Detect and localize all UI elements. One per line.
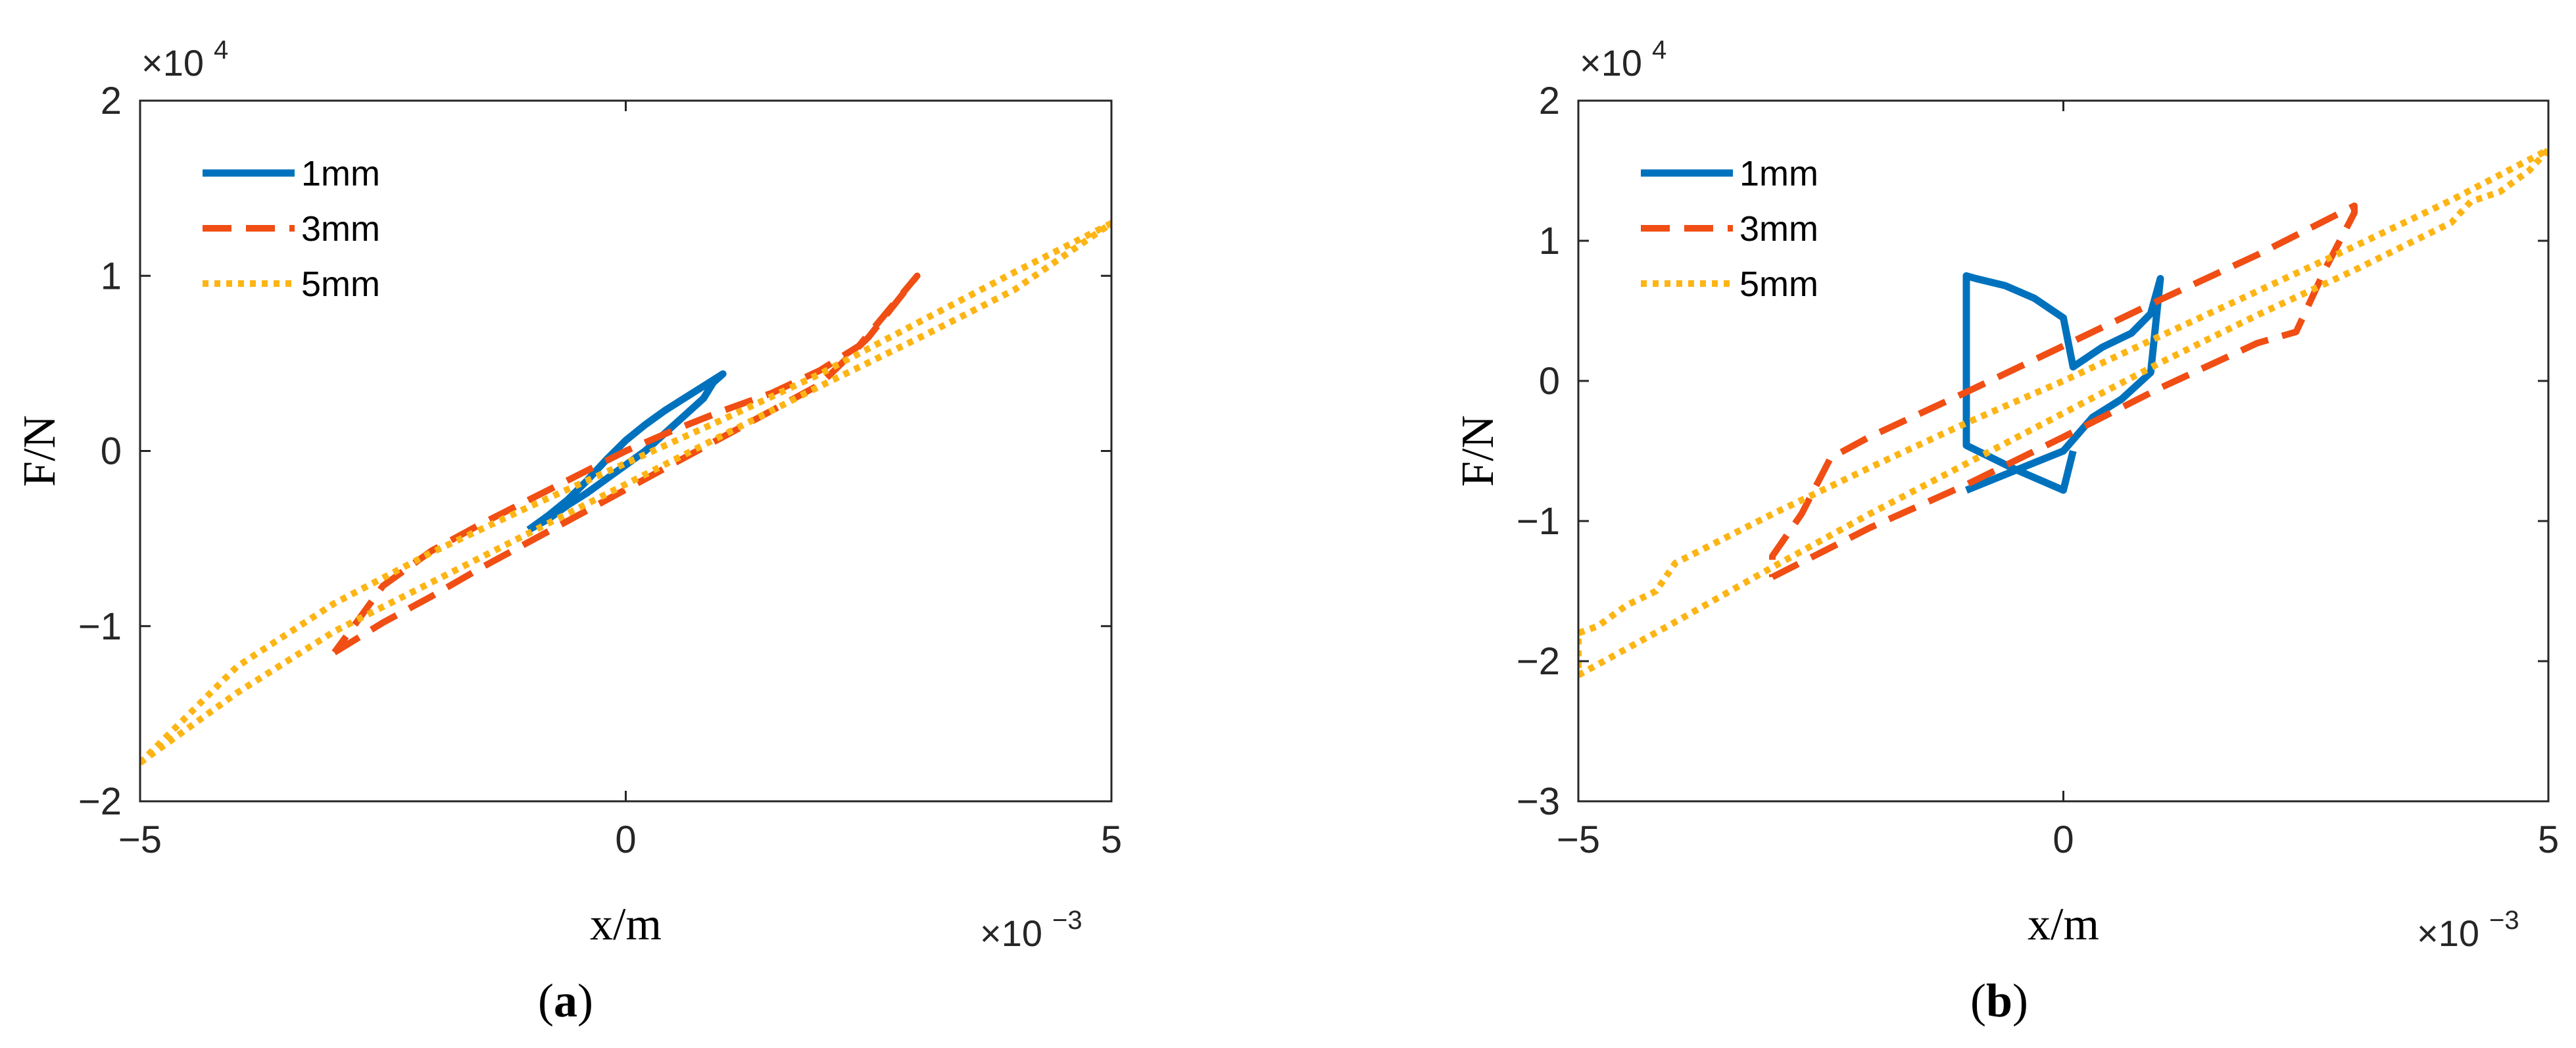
- x-tick-label: −5: [118, 818, 162, 861]
- y-tick-label: −2: [1517, 640, 1560, 683]
- y-tick-label: 2: [1539, 80, 1560, 122]
- y-tick-label: −2: [78, 780, 122, 823]
- chart-panel-a: −5 0 5 −2 −1 0 1 2 ×10 4 ×10 −3 x/m F/N 1mm 3mm 5mm (a): [14, 36, 1122, 1027]
- x-axis-label: x/m: [590, 899, 662, 950]
- legend-label-5mm: 5mm: [301, 264, 380, 304]
- panel-caption: (a): [538, 974, 593, 1027]
- x-tick-label: 5: [2538, 818, 2559, 861]
- series-line-5mm: [140, 220, 1111, 766]
- y-exponent-superscript: 4: [1652, 36, 1666, 64]
- series-line-1mm: [526, 370, 727, 534]
- y-tick-label: 1: [101, 255, 122, 297]
- series-group: [1578, 146, 2548, 678]
- x-tick-label: 0: [615, 818, 636, 861]
- y-tick-label: −3: [1517, 780, 1560, 823]
- legend-label-3mm: 3mm: [1739, 209, 1818, 249]
- x-tick-label: −5: [1557, 818, 1600, 861]
- panel-caption: (b): [1970, 974, 2028, 1027]
- legend-label-1mm: 1mm: [1739, 154, 1818, 193]
- x-tick-label: 0: [2053, 818, 2074, 861]
- series-line-3mm: [331, 272, 921, 655]
- series-line-5mm: [1578, 146, 2548, 678]
- y-tick-label: 2: [101, 80, 122, 122]
- legend: 1mm 3mm 5mm: [1641, 154, 1818, 304]
- y-axis-label: F/N: [1453, 415, 1503, 487]
- y-exponent-superscript: 4: [214, 36, 228, 64]
- x-exponent-superscript: −3: [1052, 906, 1082, 935]
- x-exponent-label: ×10: [980, 912, 1042, 954]
- y-tick-label: −1: [1517, 500, 1560, 543]
- x-exponent-label: ×10: [2417, 912, 2479, 954]
- series-line-3mm: [1769, 202, 2358, 580]
- y-axis-label: F/N: [14, 415, 65, 487]
- legend: 1mm 3mm 5mm: [203, 154, 380, 304]
- series-group: [140, 220, 1111, 766]
- x-tick-label: 5: [1101, 818, 1122, 861]
- y-exponent-label: ×10: [141, 42, 204, 84]
- chart-panel-b: −5 0 5 −3 −2 −1 0 1 2 ×10 4 ×10 −3 x/m F/N 1mm 3mm 5mm (b): [1453, 36, 2559, 1027]
- y-exponent-label: ×10: [1580, 42, 1642, 84]
- series-line-1mm: [1962, 272, 2164, 494]
- y-tick-label: 0: [101, 430, 122, 473]
- x-exponent-superscript: −3: [2489, 906, 2519, 935]
- legend-label-5mm: 5mm: [1739, 264, 1818, 304]
- legend-label-3mm: 3mm: [301, 209, 380, 249]
- y-tick-label: −1: [78, 605, 122, 648]
- x-axis-label: x/m: [2028, 899, 2099, 950]
- y-tick-label: 1: [1539, 220, 1560, 262]
- legend-label-1mm: 1mm: [301, 154, 380, 193]
- y-tick-label: 0: [1539, 360, 1560, 403]
